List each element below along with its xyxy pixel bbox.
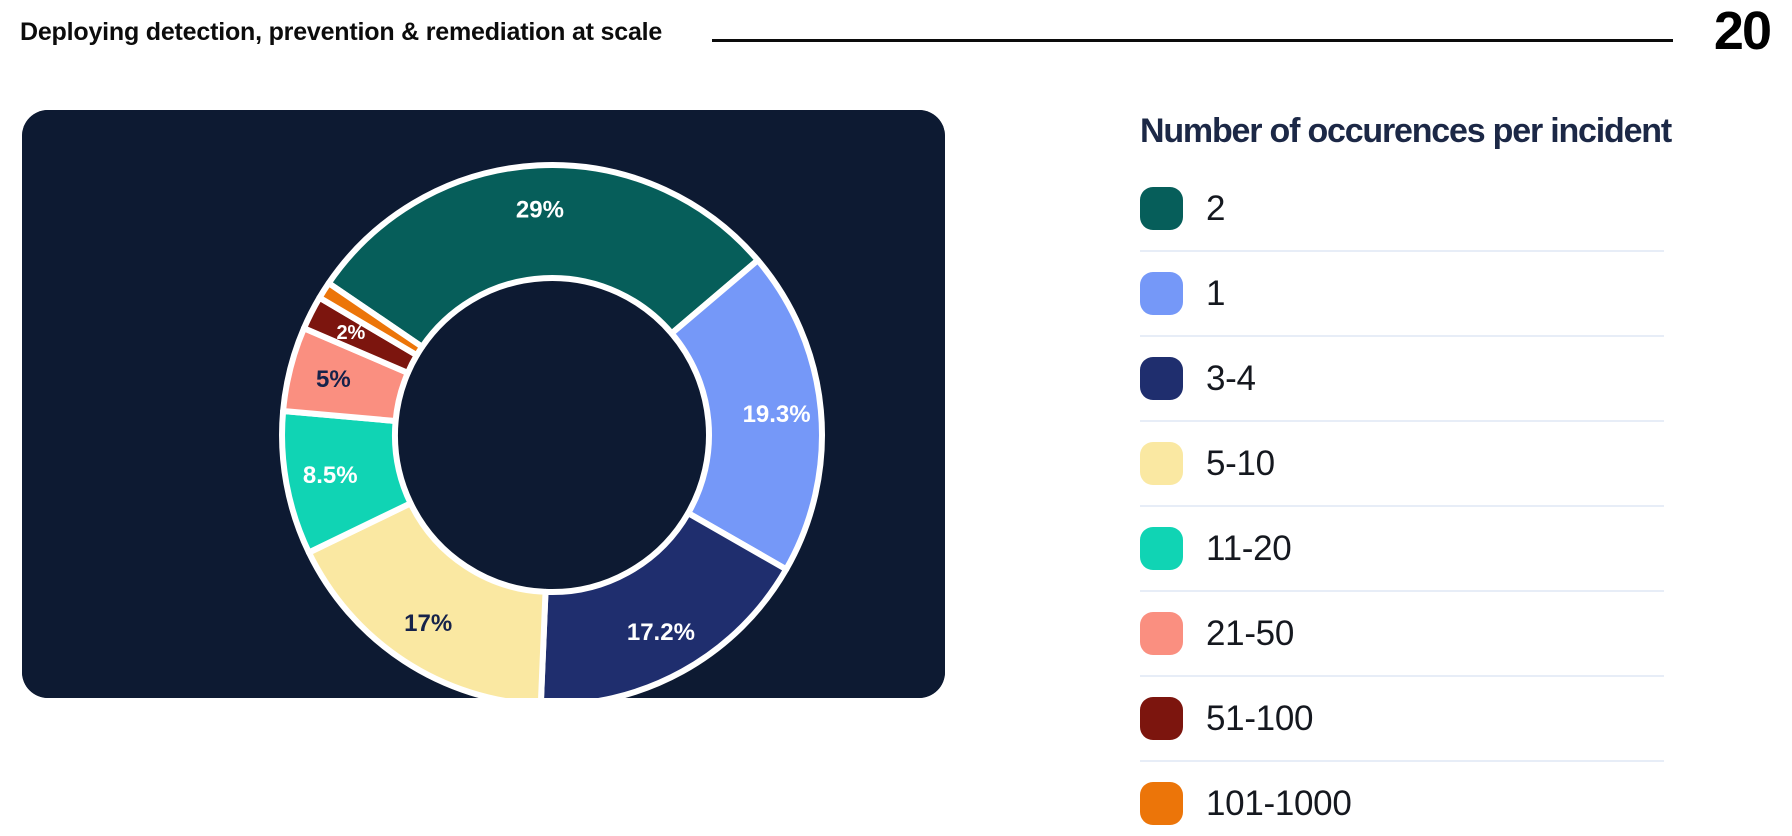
page-title: Deploying detection, prevention & remedi… — [20, 18, 663, 46]
legend-swatch-icon — [1140, 357, 1183, 400]
page-number: 20 — [1713, 1, 1772, 61]
legend-item-label: 51-100 — [1206, 698, 1314, 738]
legend-swatch-icon — [1140, 697, 1183, 740]
chart-panel: 29% 19.3% 17.2% 17% 8.5% 5% 2% — [22, 110, 945, 698]
legend-swatch-icon — [1140, 612, 1183, 655]
legend-item-21-50: 21-50 — [1140, 592, 1664, 677]
legend-item-label: 2 — [1206, 188, 1226, 228]
legend-list: 2 1 3-4 5-10 11-20 21-50 51-100 101-1000 — [1140, 167, 1664, 836]
legend-item-label: 101-1000 — [1206, 783, 1352, 823]
legend-swatch-icon — [1140, 187, 1183, 230]
legend-item-label: 1 — [1206, 273, 1226, 313]
slice-label-2: 29% — [516, 196, 564, 223]
slice-label-21-50: 5% — [316, 366, 351, 393]
slice-label-3-4: 17.2% — [627, 619, 695, 646]
slice-label-5-10: 17% — [404, 610, 452, 637]
slice-label-1: 19.3% — [743, 401, 811, 428]
legend-item-1: 1 — [1140, 252, 1664, 337]
donut-slice-3-4 — [538, 510, 790, 698]
legend-item-label: 5-10 — [1206, 443, 1275, 483]
donut-chart: 29% 19.3% 17.2% 17% 8.5% 5% 2% — [22, 110, 945, 698]
donut-slice-5-10 — [305, 500, 549, 698]
legend-item-51-100: 51-100 — [1140, 677, 1664, 762]
legend-item-3-4: 3-4 — [1140, 337, 1664, 422]
legend-swatch-icon — [1140, 272, 1183, 315]
legend-title: Number of occurences per incident — [1140, 112, 1672, 150]
legend-item-101-1000: 101-1000 — [1140, 762, 1664, 836]
legend-swatch-icon — [1140, 527, 1183, 570]
legend-item-5-10: 5-10 — [1140, 422, 1664, 507]
legend-item-11-20: 11-20 — [1140, 507, 1664, 592]
header-rule — [712, 39, 1673, 42]
donut-slice-101-1000 — [316, 280, 426, 359]
legend-item-label: 3-4 — [1206, 358, 1256, 398]
slice-label-11-20: 8.5% — [303, 462, 358, 489]
legend: Number of occurences per incident 2 1 3-4 5… — [1140, 112, 1672, 836]
legend-swatch-icon — [1140, 442, 1183, 485]
legend-item-label: 11-20 — [1206, 528, 1292, 568]
legend-swatch-icon — [1140, 782, 1183, 825]
donut-slice-1 — [668, 257, 825, 573]
legend-item-label: 21-50 — [1206, 613, 1295, 653]
donut-slice-2 — [325, 162, 761, 350]
legend-item-2: 2 — [1140, 167, 1664, 252]
slice-label-51-100: 2% — [336, 322, 365, 344]
